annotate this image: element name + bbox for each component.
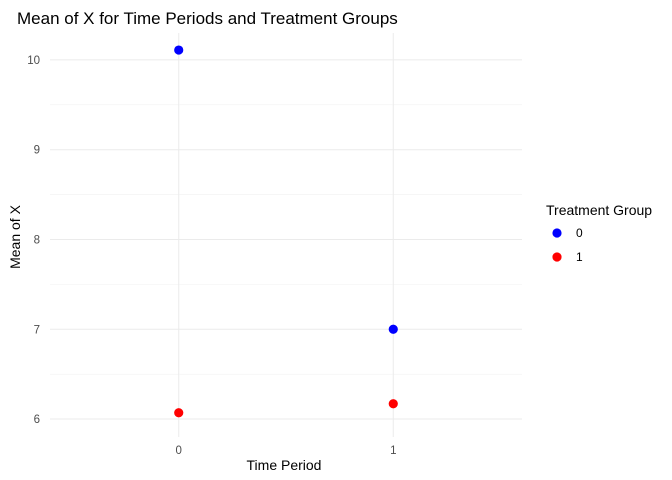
- y-tick-label: 8: [34, 234, 40, 246]
- x-axis-title: Time Period: [247, 457, 322, 473]
- y-tick-label: 7: [34, 324, 40, 336]
- data-point-group-1: [174, 408, 184, 418]
- y-tick-label: 6: [34, 414, 40, 426]
- legend-key-1: [552, 252, 562, 262]
- legend-title: Treatment Group: [546, 202, 652, 218]
- y-axis-ticks: 6 7 8 9 10: [27, 55, 40, 426]
- legend-label-0: 0: [576, 226, 583, 240]
- legend-key-0: [552, 228, 562, 238]
- y-tick-label: 9: [34, 145, 40, 157]
- x-tick-label: 0: [176, 445, 182, 457]
- x-tick-label: 1: [390, 445, 396, 457]
- legend: Treatment Group 01: [546, 202, 652, 264]
- legend-items: 01: [552, 226, 583, 264]
- data-points: [174, 45, 398, 418]
- y-tick-label: 10: [27, 55, 40, 67]
- y-axis-title: Mean of X: [7, 204, 23, 268]
- data-point-group-1: [388, 399, 398, 409]
- chart-title: Mean of X for Time Periods and Treatment…: [17, 9, 398, 28]
- legend-label-1: 1: [576, 250, 583, 264]
- data-point-group-0: [174, 45, 184, 55]
- data-point-group-0: [388, 324, 398, 334]
- grid: [50, 33, 522, 437]
